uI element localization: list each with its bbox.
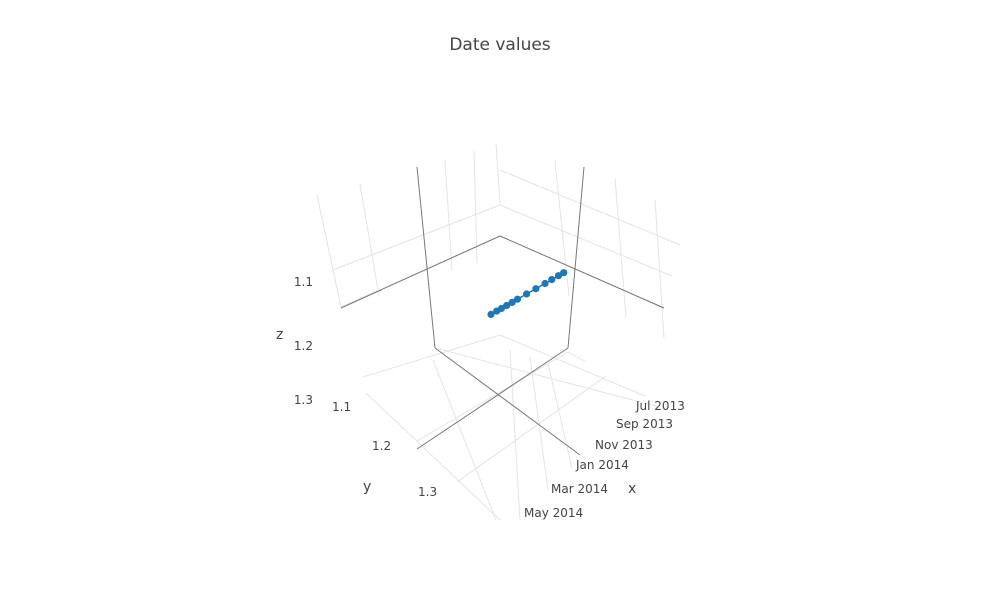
x-tick-label: Nov 2013 <box>595 438 653 452</box>
data-point <box>554 272 563 280</box>
data-point <box>493 307 501 315</box>
x-tick-label: May 2014 <box>524 506 583 520</box>
data-point <box>548 276 556 284</box>
series-0 <box>487 269 568 318</box>
grid-lines <box>316 142 681 521</box>
y-tick-label: 1.3 <box>418 485 437 499</box>
z-tick-label: 1.1 <box>294 275 313 289</box>
chart-title: Date values <box>449 35 550 55</box>
data-point <box>560 269 568 277</box>
x-axis-label: x <box>628 481 636 497</box>
y-axis-label: y <box>363 479 371 495</box>
y-axis-ticks: 1.1 1.2 1.3 <box>332 400 437 499</box>
z-axis-label: z <box>276 327 283 343</box>
z-tick-label: 1.2 <box>294 339 313 353</box>
z-axis-ticks: 1.1 1.2 1.3 <box>294 275 313 407</box>
z-tick-label: 1.3 <box>294 393 313 407</box>
y-tick-label: 1.1 <box>332 400 351 414</box>
axis-lines <box>340 166 665 456</box>
x-tick-label: Jul 2013 <box>635 399 685 413</box>
data-point <box>487 310 495 318</box>
data-point <box>513 295 522 303</box>
data-point <box>532 285 540 293</box>
data-point <box>508 298 516 306</box>
data-point <box>523 290 531 298</box>
data-point <box>541 279 549 288</box>
x-axis-ticks: Jul 2013 Sep 2013 Nov 2013 Jan 2014 Mar 2014… <box>524 399 685 520</box>
x-tick-label: Jan 2014 <box>575 458 629 472</box>
x-tick-label: Mar 2014 <box>551 482 608 496</box>
x-tick-label: Sep 2013 <box>616 417 673 431</box>
y-tick-label: 1.2 <box>372 439 391 453</box>
data-point <box>503 301 511 310</box>
